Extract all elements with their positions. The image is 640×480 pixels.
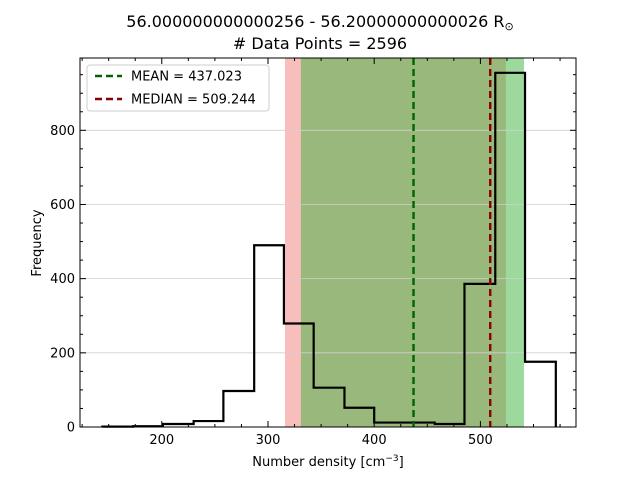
bars-layer [101,71,557,428]
chart-title-line1: 56.000000000000256 - 56.20000000000026 R… [126,12,513,33]
y-tick-label: 0 [67,421,75,436]
histogram-outline [101,71,557,428]
y-tick-label: 400 [50,272,75,287]
legend-layer: MEAN = 437.023 MEDIAN = 509.244 [86,64,270,112]
legend-box [86,64,270,112]
y-tick-label: 200 [50,346,75,361]
sun-symbol: ⊙ [505,20,514,33]
x-tick-label: 300 [256,433,281,448]
y-axis-label: Frequency [30,209,45,276]
vlines-layer [412,58,492,427]
x-tick-label: 500 [468,433,493,448]
axes-layer: 200 300 400 500 0 200 400 600 800 [50,57,577,448]
y-tick-label: 800 [50,124,75,139]
x-tick-label: 400 [362,433,387,448]
x-tick-label: 200 [149,433,174,448]
legend-mean-label: MEAN = 437.023 [131,70,242,85]
y-tick-label: 600 [50,198,75,213]
bands-layer [284,58,524,427]
legend-median-label: MEDIAN = 509.244 [131,93,256,108]
x-axis-label: Number density [cm−3] [252,454,403,470]
chart-title-line2: # Data Points = 2596 [233,34,407,53]
axes-frame [79,57,577,428]
